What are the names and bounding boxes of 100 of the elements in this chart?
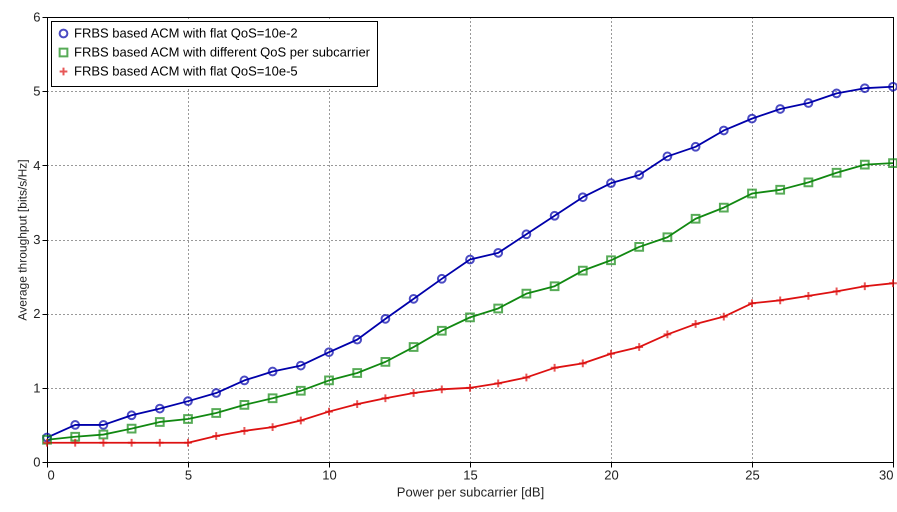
point xyxy=(240,400,250,410)
point xyxy=(352,399,362,410)
y-tick-label: 1 xyxy=(33,380,40,396)
y-tick-label: 6 xyxy=(33,10,40,24)
x-axis-title: Power per subcarrier [dB] xyxy=(396,484,544,500)
point xyxy=(550,362,560,373)
point xyxy=(747,114,757,124)
point xyxy=(324,347,334,358)
point xyxy=(522,229,532,240)
point xyxy=(436,384,447,394)
point xyxy=(408,294,418,304)
point xyxy=(493,378,504,388)
point xyxy=(718,312,729,322)
point xyxy=(211,388,222,398)
y-tick-label: 2 xyxy=(33,306,40,322)
point xyxy=(662,232,672,242)
point xyxy=(522,288,532,299)
point xyxy=(747,298,757,308)
x-tick-label: 5 xyxy=(184,468,192,482)
point xyxy=(296,360,306,370)
point xyxy=(775,295,786,306)
point xyxy=(493,304,504,314)
point xyxy=(183,396,193,406)
point xyxy=(578,358,588,368)
point xyxy=(436,274,447,284)
point xyxy=(408,388,418,398)
x-tick-label: 30 xyxy=(879,468,894,482)
y-tick-label: 5 xyxy=(33,84,40,99)
point xyxy=(832,286,842,296)
point xyxy=(550,210,560,221)
point xyxy=(268,422,278,432)
x-tick-label: 10 xyxy=(322,468,337,482)
point xyxy=(578,266,588,276)
point xyxy=(324,406,334,416)
point xyxy=(493,248,504,258)
point xyxy=(240,426,250,436)
point xyxy=(436,326,447,336)
point xyxy=(183,438,193,448)
point xyxy=(690,319,700,329)
point xyxy=(804,290,814,301)
point xyxy=(324,376,334,386)
point xyxy=(98,438,108,448)
point xyxy=(775,104,786,114)
point xyxy=(775,184,786,195)
point xyxy=(268,393,278,404)
x-tick-label: 20 xyxy=(604,468,619,482)
point xyxy=(154,438,165,448)
point xyxy=(578,192,588,202)
point xyxy=(662,152,672,162)
point xyxy=(860,160,870,170)
point xyxy=(352,368,362,378)
point xyxy=(832,168,842,178)
point xyxy=(465,312,475,322)
legend-label: FRBS based ACM with flat QoS=10e-5 xyxy=(74,64,298,78)
point xyxy=(606,178,616,188)
y-tick-label: 3 xyxy=(33,232,40,247)
point xyxy=(183,414,193,424)
point xyxy=(606,255,616,266)
point xyxy=(690,214,700,224)
point xyxy=(860,281,870,292)
point xyxy=(352,334,362,344)
point xyxy=(718,126,729,136)
point xyxy=(240,376,250,386)
point xyxy=(634,342,644,352)
point xyxy=(522,372,532,382)
x-tick-label: 0 xyxy=(48,468,55,482)
point xyxy=(154,417,165,427)
point xyxy=(268,366,278,376)
point xyxy=(296,416,306,426)
point xyxy=(126,438,136,448)
y-tick-label: 0 xyxy=(33,454,40,470)
legend-label: FRBS based ACM with different QoS per subcarrier xyxy=(74,44,371,60)
point xyxy=(690,142,700,152)
point xyxy=(154,404,165,414)
point xyxy=(380,314,390,324)
point xyxy=(550,281,560,292)
point xyxy=(126,410,136,420)
point xyxy=(70,420,80,430)
point xyxy=(296,386,306,396)
point xyxy=(98,420,108,430)
point xyxy=(98,430,108,440)
point xyxy=(662,330,672,340)
x-tick-label: 15 xyxy=(463,468,478,482)
y-tick-label: 4 xyxy=(33,158,40,173)
point xyxy=(747,188,757,198)
point xyxy=(634,242,644,252)
point xyxy=(718,202,729,212)
point xyxy=(804,178,814,188)
point xyxy=(465,254,475,264)
point xyxy=(380,393,390,404)
point xyxy=(126,424,136,434)
x-tick-label: 25 xyxy=(745,468,760,482)
point xyxy=(634,170,644,180)
point xyxy=(70,432,80,442)
point xyxy=(804,98,814,108)
point xyxy=(408,342,418,352)
point xyxy=(465,382,475,393)
point xyxy=(70,438,80,448)
point xyxy=(832,88,842,98)
y-axis-title: Average throughput [bits/s/Hz] xyxy=(15,159,30,321)
